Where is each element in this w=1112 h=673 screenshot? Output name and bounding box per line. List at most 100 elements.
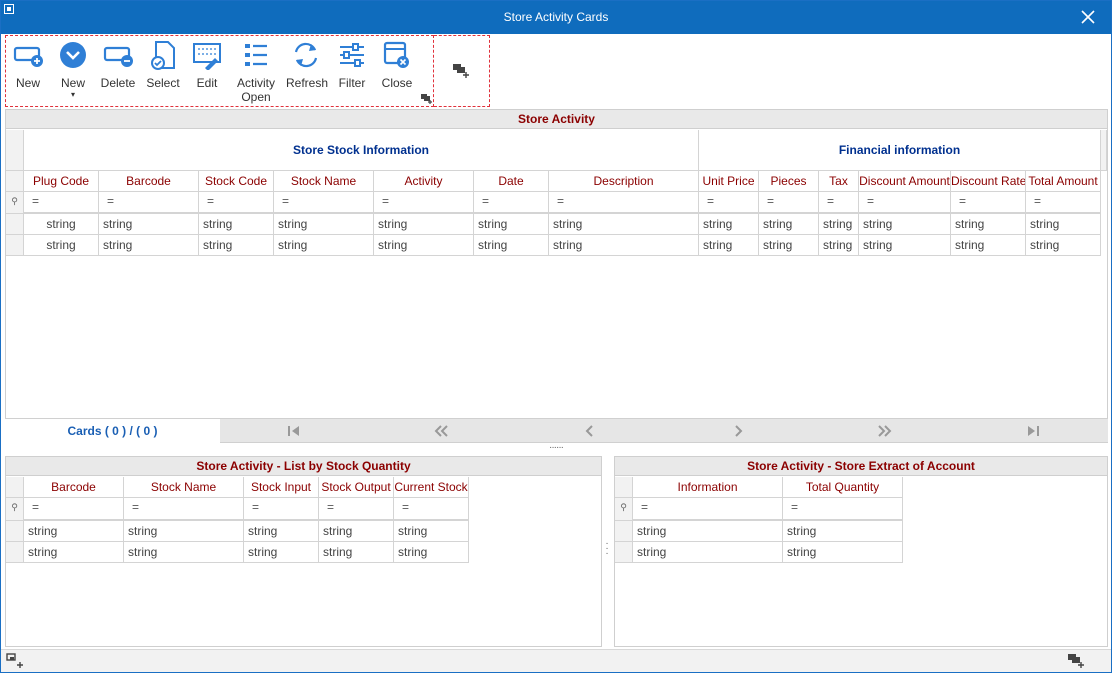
horizontal-splitter[interactable]: ······ xyxy=(549,442,564,453)
layout-right-icon[interactable] xyxy=(1067,653,1085,669)
filter-cell-stock-name[interactable]: = xyxy=(124,498,244,521)
previous-page-icon[interactable] xyxy=(433,423,449,439)
row-indicator[interactable] xyxy=(615,521,633,542)
table-cell[interactable]: string xyxy=(99,235,199,256)
table-cell[interactable]: string xyxy=(24,235,99,256)
table-cell[interactable]: string xyxy=(394,521,469,542)
table-cell[interactable]: string xyxy=(819,214,859,235)
first-record-icon[interactable] xyxy=(286,423,302,439)
table-cell[interactable]: string xyxy=(374,235,474,256)
filter-cell-total-quantity[interactable]: = xyxy=(783,498,903,521)
table-cell[interactable]: string xyxy=(633,542,783,563)
filter-cell-current-stock[interactable]: = xyxy=(394,498,469,521)
select-button[interactable]: Select xyxy=(145,40,181,90)
add-panel-icon[interactable] xyxy=(452,63,470,79)
column-header-pieces[interactable]: Pieces xyxy=(759,171,819,192)
column-header-stock-output[interactable]: Stock Output xyxy=(319,477,394,498)
filter-cell-discount-rate[interactable]: = xyxy=(951,192,1026,214)
right-filter-pin-icon[interactable]: ⚲ xyxy=(615,498,633,521)
delete-button[interactable]: Delete xyxy=(99,40,137,90)
filter-cell-tax[interactable]: = xyxy=(819,192,859,214)
filter-cell-discount-amount[interactable]: = xyxy=(859,192,951,214)
filter-cell-date[interactable]: = xyxy=(474,192,549,214)
row-indicator[interactable] xyxy=(6,214,24,235)
table-cell[interactable]: string xyxy=(783,521,903,542)
table-cell[interactable]: string xyxy=(549,235,699,256)
column-header-date[interactable]: Date xyxy=(474,171,549,192)
column-header-stock-code[interactable]: Stock Code xyxy=(199,171,274,192)
table-cell[interactable]: string xyxy=(24,521,124,542)
table-cell[interactable]: string xyxy=(24,214,99,235)
table-cell[interactable]: string xyxy=(783,542,903,563)
table-cell[interactable]: string xyxy=(274,235,374,256)
filter-cell-stock-input[interactable]: = xyxy=(244,498,319,521)
table-cell[interactable]: string xyxy=(1026,235,1101,256)
left-filter-pin-icon[interactable]: ⚲ xyxy=(6,498,24,521)
table-cell[interactable]: string xyxy=(759,235,819,256)
table-cell[interactable]: string xyxy=(99,214,199,235)
table-cell[interactable]: string xyxy=(319,542,394,563)
filter-cell-stock-code[interactable]: = xyxy=(199,192,274,214)
table-cell[interactable]: string xyxy=(124,521,244,542)
column-header-current-stock[interactable]: Current Stock xyxy=(394,477,469,498)
table-cell[interactable]: string xyxy=(951,235,1026,256)
table-cell[interactable]: string xyxy=(474,214,549,235)
column-header-tax[interactable]: Tax xyxy=(819,171,859,192)
table-cell[interactable]: string xyxy=(859,214,951,235)
table-cell[interactable]: string xyxy=(699,235,759,256)
column-header-description[interactable]: Description xyxy=(549,171,699,192)
layout-left-icon[interactable] xyxy=(6,653,24,669)
edit-button[interactable]: Edit xyxy=(189,40,225,90)
table-cell[interactable]: string xyxy=(274,214,374,235)
filter-pin-icon[interactable]: ⚲ xyxy=(6,192,24,214)
column-header-total-amount[interactable]: Total Amount xyxy=(1026,171,1101,192)
column-header-information[interactable]: Information xyxy=(633,477,783,498)
column-header-plug-code[interactable]: Plug Code xyxy=(24,171,99,192)
filter-button[interactable]: Filter xyxy=(334,40,370,90)
column-header-stock-name[interactable]: Stock Name xyxy=(124,477,244,498)
new-button[interactable]: New xyxy=(10,40,46,90)
filter-cell-unit-price[interactable]: = xyxy=(699,192,759,214)
filter-cell-barcode[interactable]: = xyxy=(24,498,124,521)
row-indicator[interactable] xyxy=(6,235,24,256)
column-header-discount-rate[interactable]: Discount Rate xyxy=(951,171,1026,192)
customize-toolbar-icon[interactable] xyxy=(420,93,434,105)
column-header-stock-input[interactable]: Stock Input xyxy=(244,477,319,498)
last-record-icon[interactable] xyxy=(1025,423,1041,439)
table-cell[interactable]: string xyxy=(699,214,759,235)
vertical-splitter[interactable]: · · · xyxy=(605,538,609,559)
filter-cell-plug-code[interactable]: = xyxy=(24,192,99,214)
table-cell[interactable]: string xyxy=(24,542,124,563)
window-menu-icon[interactable] xyxy=(4,4,14,14)
table-cell[interactable]: string xyxy=(244,542,319,563)
filter-cell-pieces[interactable]: = xyxy=(759,192,819,214)
close-button[interactable]: Close xyxy=(379,40,415,90)
activity-open-button[interactable]: Activity Open xyxy=(234,40,278,104)
column-header-total-quantity[interactable]: Total Quantity xyxy=(783,477,903,498)
column-header-stock-name[interactable]: Stock Name xyxy=(274,171,374,192)
close-icon[interactable] xyxy=(1079,8,1097,26)
previous-record-icon[interactable] xyxy=(582,423,598,439)
filter-cell-total-amount[interactable]: = xyxy=(1026,192,1101,214)
table-cell[interactable]: string xyxy=(199,235,274,256)
table-cell[interactable]: string xyxy=(244,521,319,542)
table-cell[interactable]: string xyxy=(951,214,1026,235)
filter-cell-barcode[interactable]: = xyxy=(99,192,199,214)
refresh-button[interactable]: Refresh xyxy=(286,40,328,90)
table-cell[interactable]: string xyxy=(549,214,699,235)
row-indicator[interactable] xyxy=(6,521,24,542)
table-cell[interactable]: string xyxy=(474,235,549,256)
row-indicator[interactable] xyxy=(615,542,633,563)
filter-cell-stock-output[interactable]: = xyxy=(319,498,394,521)
table-cell[interactable]: string xyxy=(319,521,394,542)
next-record-icon[interactable] xyxy=(730,423,746,439)
column-header-barcode[interactable]: Barcode xyxy=(99,171,199,192)
filter-cell-activity[interactable]: = xyxy=(374,192,474,214)
row-indicator[interactable] xyxy=(6,542,24,563)
table-cell[interactable]: string xyxy=(394,542,469,563)
column-header-activity[interactable]: Activity xyxy=(374,171,474,192)
column-header-unit-price[interactable]: Unit Price xyxy=(699,171,759,192)
table-cell[interactable]: string xyxy=(124,542,244,563)
filter-cell-description[interactable]: = xyxy=(549,192,699,214)
table-cell[interactable]: string xyxy=(633,521,783,542)
